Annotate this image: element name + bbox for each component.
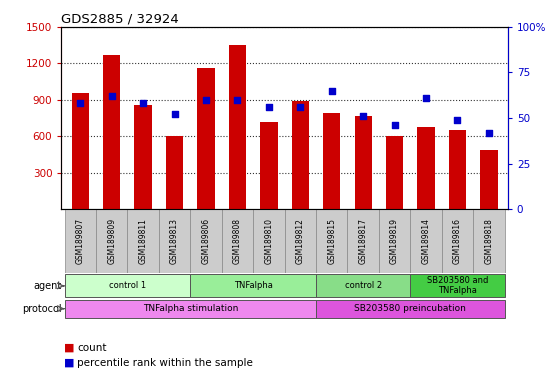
Text: GSM189807: GSM189807 [76, 218, 85, 264]
Bar [229, 45, 246, 209]
Point [76, 101, 85, 107]
Point [422, 95, 431, 101]
Bar [410, 209, 442, 273]
Bar [442, 209, 473, 273]
Text: GSM189817: GSM189817 [359, 218, 368, 264]
Bar [96, 209, 127, 273]
Point [296, 104, 305, 110]
Text: GSM189808: GSM189808 [233, 218, 242, 264]
Text: GSM189816: GSM189816 [453, 218, 462, 264]
Point [359, 113, 368, 119]
Text: agent: agent [33, 281, 62, 291]
Text: GSM189813: GSM189813 [170, 218, 179, 264]
Bar [65, 209, 96, 273]
Text: control 1: control 1 [109, 281, 146, 290]
Text: control 2: control 2 [345, 281, 382, 290]
Text: GSM189819: GSM189819 [390, 218, 399, 264]
Bar [410, 275, 504, 297]
Point [201, 97, 210, 103]
Bar [127, 209, 159, 273]
Bar [222, 209, 253, 273]
Bar [253, 209, 285, 273]
Bar [379, 209, 410, 273]
Bar [159, 209, 190, 273]
Point [328, 88, 336, 94]
Bar [316, 209, 348, 273]
Text: ■: ■ [64, 343, 75, 353]
Text: GDS2885 / 32924: GDS2885 / 32924 [61, 13, 179, 26]
Bar [417, 127, 435, 209]
Bar [323, 113, 340, 209]
Bar [480, 150, 498, 209]
Bar [198, 68, 215, 209]
Point [138, 101, 147, 107]
Point [453, 117, 462, 123]
Point [233, 97, 242, 103]
Text: SB203580 preincubation: SB203580 preincubation [354, 304, 466, 313]
Text: SB203580 and
TNFalpha: SB203580 and TNFalpha [427, 276, 488, 295]
Bar [354, 116, 372, 209]
Point [107, 93, 116, 99]
Text: count: count [77, 343, 107, 353]
Text: GSM189812: GSM189812 [296, 218, 305, 264]
Text: GSM189814: GSM189814 [421, 218, 431, 264]
Text: TNFalpha: TNFalpha [234, 281, 272, 290]
Bar [285, 209, 316, 273]
Text: TNFalpha stimulation: TNFalpha stimulation [143, 304, 238, 313]
Bar [71, 93, 89, 209]
Bar [316, 275, 410, 297]
Text: protocol: protocol [22, 304, 62, 314]
Bar [190, 209, 222, 273]
Bar [190, 275, 316, 297]
Point [170, 111, 179, 118]
Bar [166, 136, 183, 209]
Bar [134, 105, 152, 209]
Text: ■: ■ [64, 358, 75, 368]
Text: percentile rank within the sample: percentile rank within the sample [77, 358, 253, 368]
Text: GSM189818: GSM189818 [484, 218, 493, 264]
Text: GSM189806: GSM189806 [201, 218, 210, 264]
Point [264, 104, 273, 110]
Bar [316, 300, 504, 318]
Point [390, 122, 399, 128]
Bar [348, 209, 379, 273]
Bar [65, 300, 316, 318]
Bar [449, 130, 466, 209]
Bar [260, 122, 277, 209]
Text: GSM189815: GSM189815 [327, 218, 336, 264]
Bar [386, 136, 403, 209]
Bar [473, 209, 504, 273]
Bar [65, 275, 190, 297]
Bar [292, 101, 309, 209]
Point [484, 129, 493, 136]
Text: GSM189809: GSM189809 [107, 218, 116, 264]
Bar [103, 55, 121, 209]
Text: GSM189811: GSM189811 [138, 218, 148, 264]
Text: GSM189810: GSM189810 [264, 218, 273, 264]
